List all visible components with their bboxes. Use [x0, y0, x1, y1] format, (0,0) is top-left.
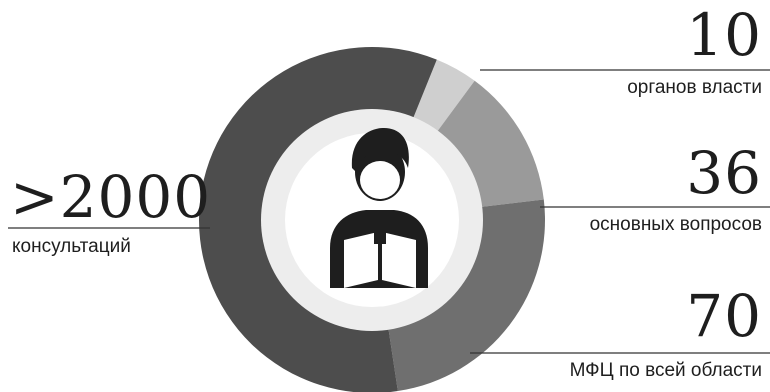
stat-mfc-label: МФЦ по всей области: [569, 360, 762, 381]
stat-consultations-label: консультаций: [12, 236, 131, 257]
stat-authorities-value: 10: [686, 1, 762, 69]
stat-authorities-label: органов власти: [627, 77, 762, 98]
stat-mfc-value: 70: [686, 282, 762, 350]
leader-lines: [8, 69, 770, 354]
stat-questions-label: основных вопросов: [589, 214, 762, 235]
stat-consultations-value: >2000: [10, 163, 212, 231]
person-reading-icon: [330, 128, 428, 288]
stat-questions-value: 36: [686, 139, 762, 207]
